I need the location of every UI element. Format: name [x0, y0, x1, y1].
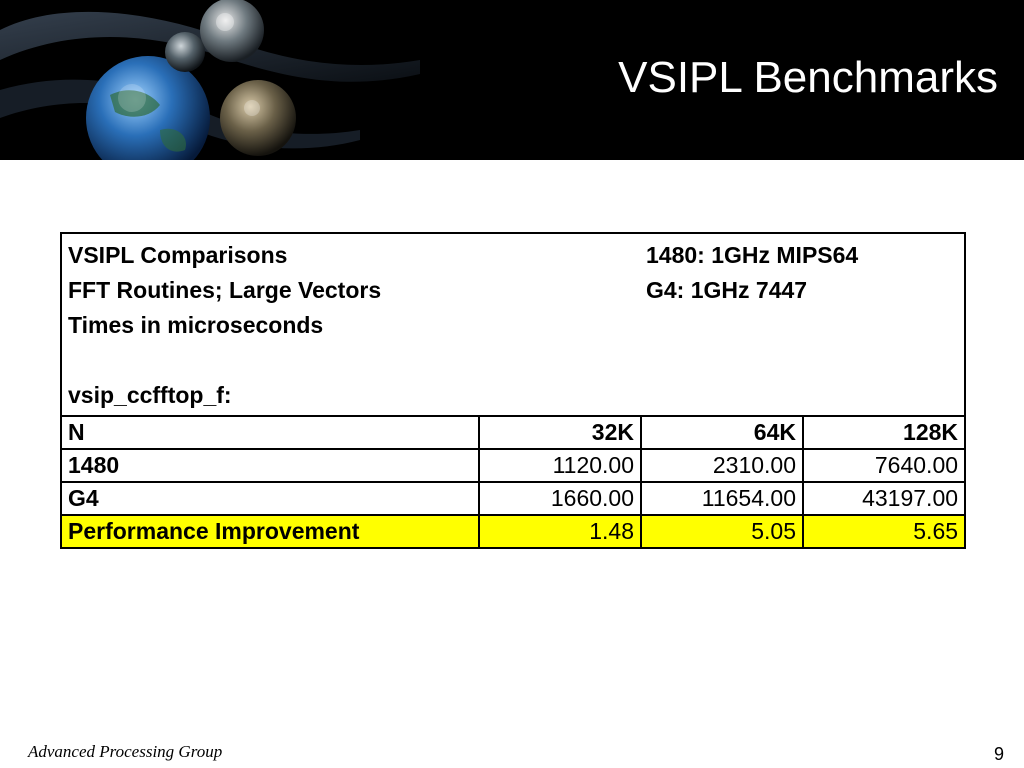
cell-g4-64k: 11654.00 — [640, 481, 804, 516]
page-number: 9 — [993, 744, 1004, 764]
header-cell-64k: 64K — [640, 415, 804, 450]
table-info-block: VSIPL Comparisons 1480: 1GHz MIPS64 FFT … — [68, 238, 958, 413]
benchmark-table-container: VSIPL Comparisons 1480: 1GHz MIPS64 FFT … — [59, 232, 967, 549]
satellite-orb-image — [200, 0, 264, 62]
table-row-highlighted: Performance Improvement 1.48 5.05 5.65 — [60, 514, 967, 549]
cell-1480-128k: 7640.00 — [801, 448, 967, 483]
slide-header: VSIPL Benchmarks — [0, 0, 1024, 160]
header-cell-128k: 128K — [801, 415, 967, 450]
info-line2-left: FFT Routines; Large Vectors — [68, 277, 382, 303]
benchmark-table: VSIPL Comparisons 1480: 1GHz MIPS64 FFT … — [59, 232, 967, 549]
header-cell-n: N — [60, 415, 480, 450]
row-label-performance-improvement: Performance Improvement — [60, 514, 480, 549]
planet-image — [220, 80, 296, 156]
info-line4-blank — [68, 343, 646, 378]
table-info-cell: VSIPL Comparisons 1480: 1GHz MIPS64 FFT … — [59, 232, 967, 417]
header-artwork — [0, 0, 420, 160]
info-line3-right — [646, 308, 958, 343]
table-header-row: N 32K 64K 128K — [60, 415, 967, 450]
cell-1480-32k: 1120.00 — [478, 448, 642, 483]
cell-improvement-32k: 1.48 — [478, 514, 642, 549]
table-info-row: VSIPL Comparisons 1480: 1GHz MIPS64 FFT … — [59, 232, 967, 417]
table-row: 1480 1120.00 2310.00 7640.00 — [60, 448, 967, 483]
info-line5-left: vsip_ccfftop_f: — [68, 382, 232, 408]
info-line5-right — [646, 378, 958, 413]
info-line3-left: Times in microseconds — [68, 312, 324, 338]
info-line1-left: VSIPL Comparisons — [68, 242, 288, 268]
info-line4-right — [646, 343, 958, 378]
row-label-g4: G4 — [60, 481, 480, 516]
slide-title: VSIPL Benchmarks — [618, 53, 998, 102]
footer-organization: Advanced Processing Group — [28, 742, 223, 761]
table-row: G4 1660.00 11654.00 43197.00 — [60, 481, 967, 516]
cell-improvement-64k: 5.05 — [640, 514, 804, 549]
cell-1480-64k: 2310.00 — [640, 448, 804, 483]
cell-g4-32k: 1660.00 — [478, 481, 642, 516]
row-label-1480: 1480 — [60, 448, 480, 483]
info-line1-right: 1480: 1GHz MIPS64 — [646, 242, 859, 268]
header-cell-32k: 32K — [478, 415, 642, 450]
info-line2-right: G4: 1GHz 7447 — [646, 277, 808, 303]
cell-g4-128k: 43197.00 — [801, 481, 967, 516]
cell-improvement-128k: 5.65 — [801, 514, 967, 549]
